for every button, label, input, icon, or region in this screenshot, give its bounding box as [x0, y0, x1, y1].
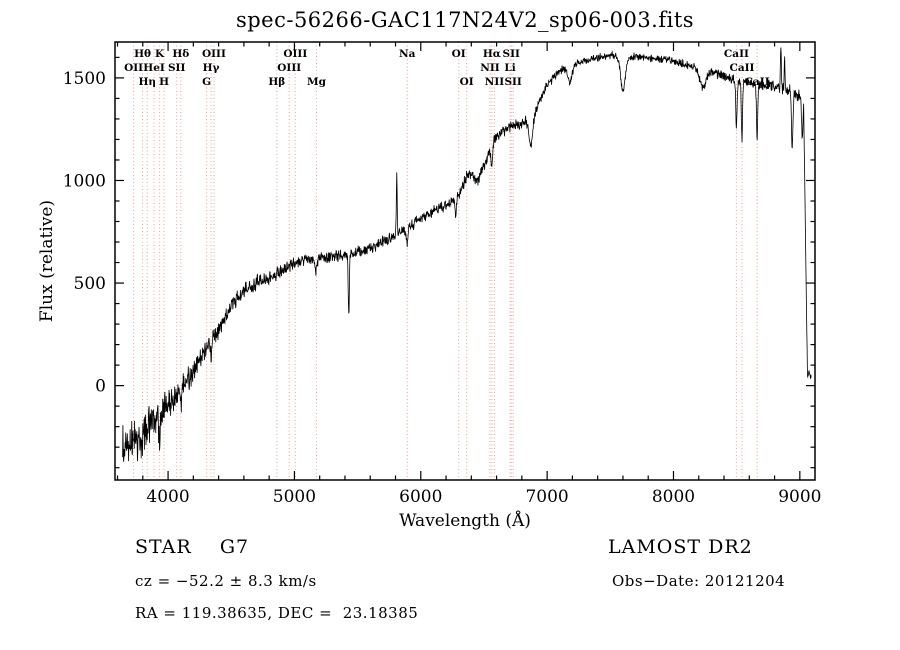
spectral-line-label: CaII — [745, 76, 770, 88]
spectral-line-label: OIII — [277, 62, 301, 74]
x-tick-label: 6000 — [399, 487, 442, 507]
spectral-line-label: Li — [504, 62, 515, 74]
x-tick-label: 5000 — [273, 487, 316, 507]
spectrum-trace — [122, 47, 812, 462]
y-tick-label: 1500 — [63, 69, 106, 89]
x-tick-label: 7000 — [525, 487, 568, 507]
spectral-line-label: Na — [399, 48, 416, 60]
x-tick-label: 4000 — [146, 487, 189, 507]
spectral-line-label: OI — [460, 76, 474, 88]
y-tick-label: 500 — [74, 274, 106, 294]
spectral-line-label: HeI — [143, 62, 165, 74]
spectral-line-label: NII — [485, 76, 505, 88]
x-tick-label: 8000 — [652, 487, 695, 507]
obs-date-label: Obs−Date: 20121204 — [612, 572, 786, 590]
spectral-line-label: K — [155, 48, 165, 60]
spectral-line-label: CaII — [729, 62, 754, 74]
spectral-line-label: Hβ — [268, 76, 285, 88]
spectral-line-label: SII — [168, 62, 185, 74]
spectral-line-label: SII — [504, 76, 521, 88]
spectral-line-label: Hδ — [172, 48, 189, 60]
plot-title: spec-56266-GAC117N24V2_sp06-003.fits — [235, 8, 695, 32]
spectral-line-label: G — [202, 76, 211, 88]
x-axis-title: Wavelength (Å) — [399, 510, 531, 531]
spectral-line-label: OII — [124, 62, 143, 74]
y-axis-title: Flux (relative) — [37, 200, 57, 322]
spectral-line-label: Hη — [138, 76, 156, 88]
y-tick-label: 0 — [95, 377, 106, 397]
spectral-line-label: OI — [452, 48, 466, 60]
x-tick-label: 9000 — [778, 487, 821, 507]
spectral-line-label: OIII — [283, 48, 307, 60]
spectral-line-label: OIII — [202, 48, 226, 60]
survey-label: LAMOST DR2 — [608, 536, 753, 558]
radial-velocity-label: cz = −52.2 ± 8.3 km/s — [135, 572, 317, 590]
spectral-line-label: Hα — [483, 48, 501, 60]
ra-dec-label: RA = 119.38635, DEC = 23.18385 — [135, 604, 419, 622]
object-class-label: STAR G7 — [135, 536, 250, 558]
spectral-line-label: CaII — [724, 48, 749, 60]
spectral-line-label: Hθ — [134, 48, 151, 60]
spectral-line-label: Hγ — [203, 62, 220, 74]
spectral-line-label: H — [159, 76, 169, 88]
spectral-line-label: Mg — [307, 76, 327, 88]
spectral-line-label: NII — [480, 62, 500, 74]
spectral-line-label: SII — [503, 48, 520, 60]
axes-box — [114, 41, 816, 481]
y-tick-label: 1000 — [63, 171, 106, 191]
